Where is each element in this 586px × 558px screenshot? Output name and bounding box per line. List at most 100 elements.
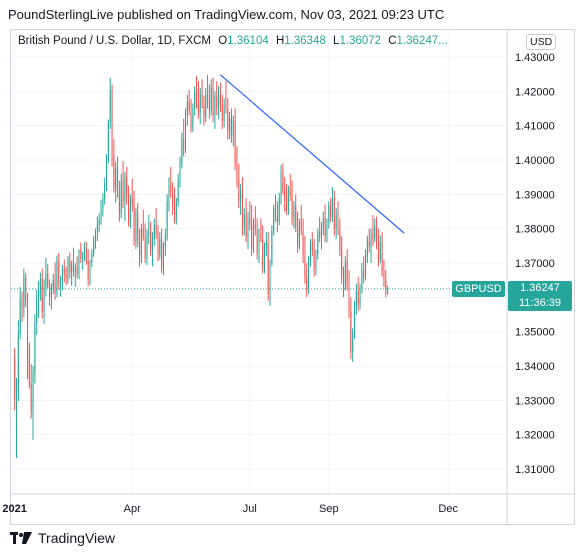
candle	[320, 221, 322, 250]
candle	[381, 232, 383, 277]
candle	[16, 378, 18, 459]
candle-body	[271, 230, 273, 263]
candle-body	[251, 225, 253, 250]
candle	[366, 235, 368, 263]
candle-body	[166, 201, 168, 236]
candle	[265, 232, 267, 257]
bar-countdown: 11:36:39	[518, 297, 561, 309]
candle-body	[232, 120, 234, 136]
candle-body	[315, 254, 317, 270]
candle-body	[240, 190, 242, 202]
candle	[313, 238, 315, 277]
candle-body	[219, 94, 221, 106]
candle-body	[363, 269, 365, 277]
candle	[269, 259, 271, 306]
candle	[287, 185, 289, 215]
trendline[interactable]	[220, 74, 405, 234]
ohlc-legend: British Pound / U.S. Dollar, 1D, FXCM O1…	[18, 35, 448, 47]
candle	[186, 94, 188, 126]
candle	[282, 163, 284, 195]
candle-body	[273, 208, 275, 231]
candle-body	[227, 108, 229, 131]
last-price-tag: 1.36247 11:36:39	[508, 281, 572, 311]
candle	[21, 291, 23, 323]
candle	[383, 259, 385, 288]
candle	[251, 204, 253, 257]
candle-body	[71, 263, 73, 273]
candle	[203, 95, 205, 126]
candle	[330, 197, 332, 222]
candle-body	[102, 198, 104, 209]
candle	[346, 249, 348, 291]
candle	[38, 281, 40, 318]
candle-body	[355, 290, 357, 306]
candle	[289, 173, 291, 202]
candle-body	[225, 103, 227, 109]
candle-body	[308, 261, 310, 291]
candle-body	[372, 233, 374, 239]
candle-body	[383, 269, 385, 281]
candle	[306, 263, 308, 298]
candle	[342, 266, 345, 298]
candle-body	[183, 139, 185, 150]
candle-body	[284, 189, 286, 202]
candle	[197, 81, 199, 119]
candle-body	[199, 93, 201, 112]
candle	[210, 79, 212, 116]
candle-body	[361, 269, 363, 289]
candle	[120, 173, 122, 219]
candle-body	[346, 261, 348, 284]
candle-body	[83, 247, 85, 254]
candle-body	[128, 195, 130, 222]
candle	[151, 232, 153, 267]
candle	[69, 252, 71, 279]
candle	[144, 223, 146, 263]
candle-body	[309, 242, 311, 262]
candle-body	[181, 139, 183, 164]
candle-body	[275, 208, 277, 215]
candle-body	[344, 261, 346, 288]
candle	[243, 208, 245, 236]
candle	[234, 108, 236, 171]
candle	[100, 200, 102, 225]
y-tick-label: 1.39000	[515, 189, 555, 201]
candle	[377, 228, 379, 267]
currency-button[interactable]: USD	[526, 34, 557, 50]
y-tick-label: 1.41000	[515, 121, 555, 133]
candle-body	[91, 253, 93, 262]
candle-body	[173, 204, 176, 219]
candle-body	[223, 103, 225, 121]
low-label: L	[333, 35, 340, 47]
candle-body	[61, 269, 63, 282]
candle	[363, 256, 365, 284]
candle-body	[85, 247, 87, 261]
candle-body	[328, 206, 330, 224]
candle-body	[131, 198, 133, 205]
candle	[280, 165, 282, 205]
candle-body	[192, 108, 194, 128]
candle	[298, 218, 300, 250]
candle-body	[197, 101, 199, 112]
candle-body	[74, 266, 76, 272]
candle	[61, 265, 63, 291]
candle-body	[113, 154, 115, 188]
candle	[115, 161, 117, 203]
candle	[271, 225, 273, 267]
candle-body	[96, 224, 98, 232]
candle	[96, 216, 98, 242]
x-tick-label: Jul	[243, 503, 257, 515]
candle-body	[164, 235, 166, 247]
y-tick-label: 1.31000	[515, 464, 555, 476]
candle	[254, 206, 256, 236]
candle-body	[238, 180, 240, 202]
legend-title: British Pound / U.S. Dollar, 1D, FXCM	[18, 35, 212, 47]
candle	[19, 287, 21, 340]
candle-body	[326, 223, 328, 236]
candle	[232, 115, 234, 147]
candle-body	[63, 269, 65, 273]
candle	[352, 328, 354, 362]
candle	[319, 216, 321, 243]
candle-body	[302, 230, 304, 257]
y-tick-label: 1.38000	[515, 224, 555, 236]
